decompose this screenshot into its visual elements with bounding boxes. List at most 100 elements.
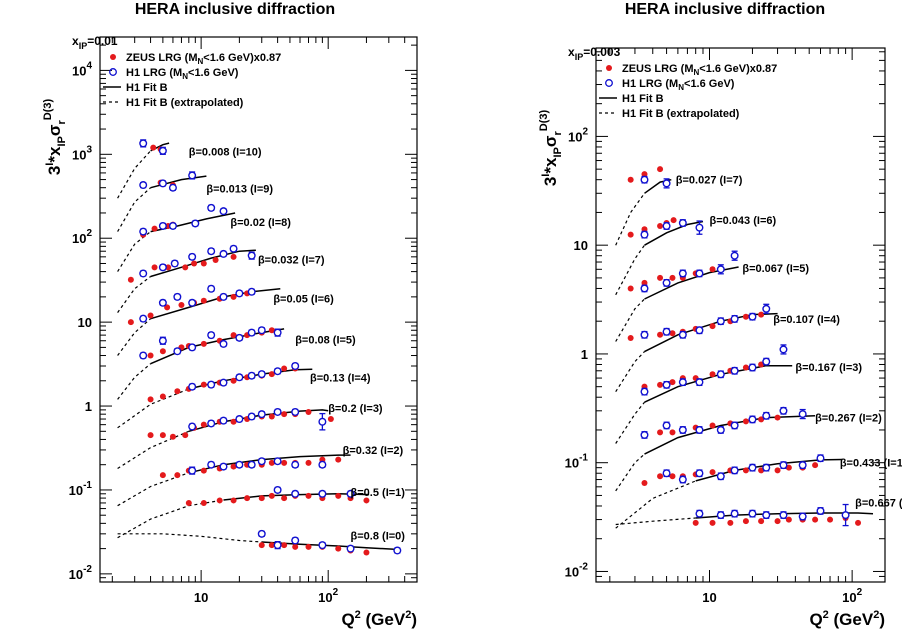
h1-point bbox=[273, 367, 282, 376]
h1-point bbox=[762, 304, 771, 313]
h1-point bbox=[188, 298, 197, 307]
y-tick-label: 10-1 bbox=[69, 480, 93, 498]
h1-point bbox=[678, 475, 687, 484]
h1-point bbox=[318, 541, 327, 550]
h1-point bbox=[139, 269, 148, 278]
series-label: β=0.027 (I=7) bbox=[676, 175, 743, 187]
h1-point bbox=[798, 512, 807, 521]
series-label: β=0.107 (I=4) bbox=[773, 314, 840, 326]
legend-label: H1 Fit B (extrapolated) bbox=[126, 97, 244, 109]
h1-point bbox=[139, 181, 148, 190]
h1-point bbox=[219, 378, 228, 387]
h1-point bbox=[188, 252, 197, 261]
h1-point bbox=[158, 146, 167, 155]
zeus-point bbox=[268, 327, 275, 334]
h1-point bbox=[695, 326, 704, 335]
h1-point bbox=[247, 251, 256, 260]
series-label: β=0.8 (I=0) bbox=[351, 531, 406, 543]
zeus-point bbox=[151, 264, 158, 271]
h1-point bbox=[318, 489, 327, 498]
fit-extrapolated-curve bbox=[615, 351, 645, 393]
h1-point bbox=[318, 460, 327, 469]
h1-point bbox=[762, 463, 771, 472]
zeus-point bbox=[182, 432, 189, 439]
h1-point bbox=[716, 472, 725, 481]
h1-point bbox=[748, 509, 757, 518]
zeus-point bbox=[669, 330, 676, 337]
series-label: β=0.5 (I=1) bbox=[351, 487, 406, 499]
h1-point bbox=[716, 370, 725, 379]
fit-extrapolated-curve bbox=[117, 150, 152, 199]
h1-point bbox=[798, 410, 807, 419]
h1-point bbox=[816, 506, 825, 515]
h1-point bbox=[247, 460, 256, 469]
zeus-point bbox=[669, 429, 676, 436]
zeus-point bbox=[185, 499, 192, 506]
zeus-point bbox=[159, 432, 166, 439]
zeus-point bbox=[709, 371, 716, 378]
h1-point bbox=[748, 463, 757, 472]
h1-point bbox=[730, 421, 739, 430]
h1-point bbox=[346, 544, 355, 553]
zeus-point bbox=[812, 462, 819, 469]
fit-curve bbox=[695, 512, 874, 519]
zeus-point bbox=[363, 497, 370, 504]
zeus-point bbox=[127, 319, 134, 326]
zeus-point bbox=[657, 274, 664, 281]
zeus-point bbox=[641, 226, 648, 233]
zeus-point bbox=[147, 352, 154, 359]
series-label: β=0.167 (I=3) bbox=[795, 362, 862, 374]
zeus-point bbox=[335, 492, 342, 499]
zeus-point bbox=[669, 473, 676, 480]
zeus-point bbox=[150, 144, 157, 151]
zeus-point bbox=[657, 473, 664, 480]
h1-point bbox=[291, 460, 300, 469]
h1-point bbox=[640, 330, 649, 339]
panel-xpom-0.01: HERA inclusive diffraction xIP=0.01 3I*xIP… bbox=[42, 1, 418, 629]
x-tick-label: 102 bbox=[318, 587, 338, 605]
h1-point bbox=[247, 371, 256, 380]
zeus-point bbox=[159, 393, 166, 400]
y-tick-label: 10-1 bbox=[565, 453, 589, 471]
h1-point bbox=[139, 139, 148, 148]
zeus-point bbox=[641, 480, 648, 487]
h1-point bbox=[695, 223, 704, 232]
zeus-point bbox=[709, 469, 716, 476]
zeus-point bbox=[657, 429, 664, 436]
legend-label: H1 Fit B bbox=[622, 93, 664, 105]
h1-point bbox=[207, 460, 216, 469]
zeus-point bbox=[174, 388, 181, 395]
y-tick-label: 1 bbox=[85, 399, 92, 414]
h1-point bbox=[235, 373, 244, 382]
zeus-point bbox=[657, 331, 664, 338]
h1-point bbox=[247, 328, 256, 337]
h1-point bbox=[695, 469, 704, 478]
zeus-point bbox=[268, 492, 275, 499]
fit-extrapolated-curve bbox=[117, 472, 190, 507]
h1-point bbox=[235, 460, 244, 469]
legend-label: H1 LRG (MN<1.6 GeV) bbox=[622, 78, 735, 92]
x-axis-label: Q2 (GeV2) bbox=[341, 609, 417, 629]
h1-point bbox=[662, 327, 671, 336]
h1-point bbox=[168, 183, 177, 192]
fit-extrapolated-curve bbox=[117, 318, 151, 356]
fit-curve bbox=[150, 287, 281, 320]
fit-extrapolated-curve bbox=[117, 231, 151, 272]
fit-extrapolated-curve bbox=[117, 276, 151, 313]
h1-point bbox=[662, 469, 671, 478]
h1-point bbox=[247, 412, 256, 421]
zeus-point bbox=[200, 260, 207, 267]
h1-point bbox=[168, 221, 177, 230]
h1-point bbox=[257, 410, 266, 419]
fit-curve bbox=[150, 249, 256, 278]
h1-point bbox=[640, 387, 649, 396]
fit-extrapolated-curve bbox=[615, 480, 696, 529]
fit-curve bbox=[644, 415, 816, 455]
h1-point bbox=[318, 417, 327, 426]
chart-title: HERA inclusive diffraction bbox=[625, 1, 825, 18]
zeus-point bbox=[758, 518, 765, 525]
zeus-point bbox=[742, 467, 749, 474]
zeus-point bbox=[363, 549, 370, 556]
series-label: β=0.013 (I=9) bbox=[206, 184, 273, 196]
zeus-point bbox=[641, 171, 648, 178]
